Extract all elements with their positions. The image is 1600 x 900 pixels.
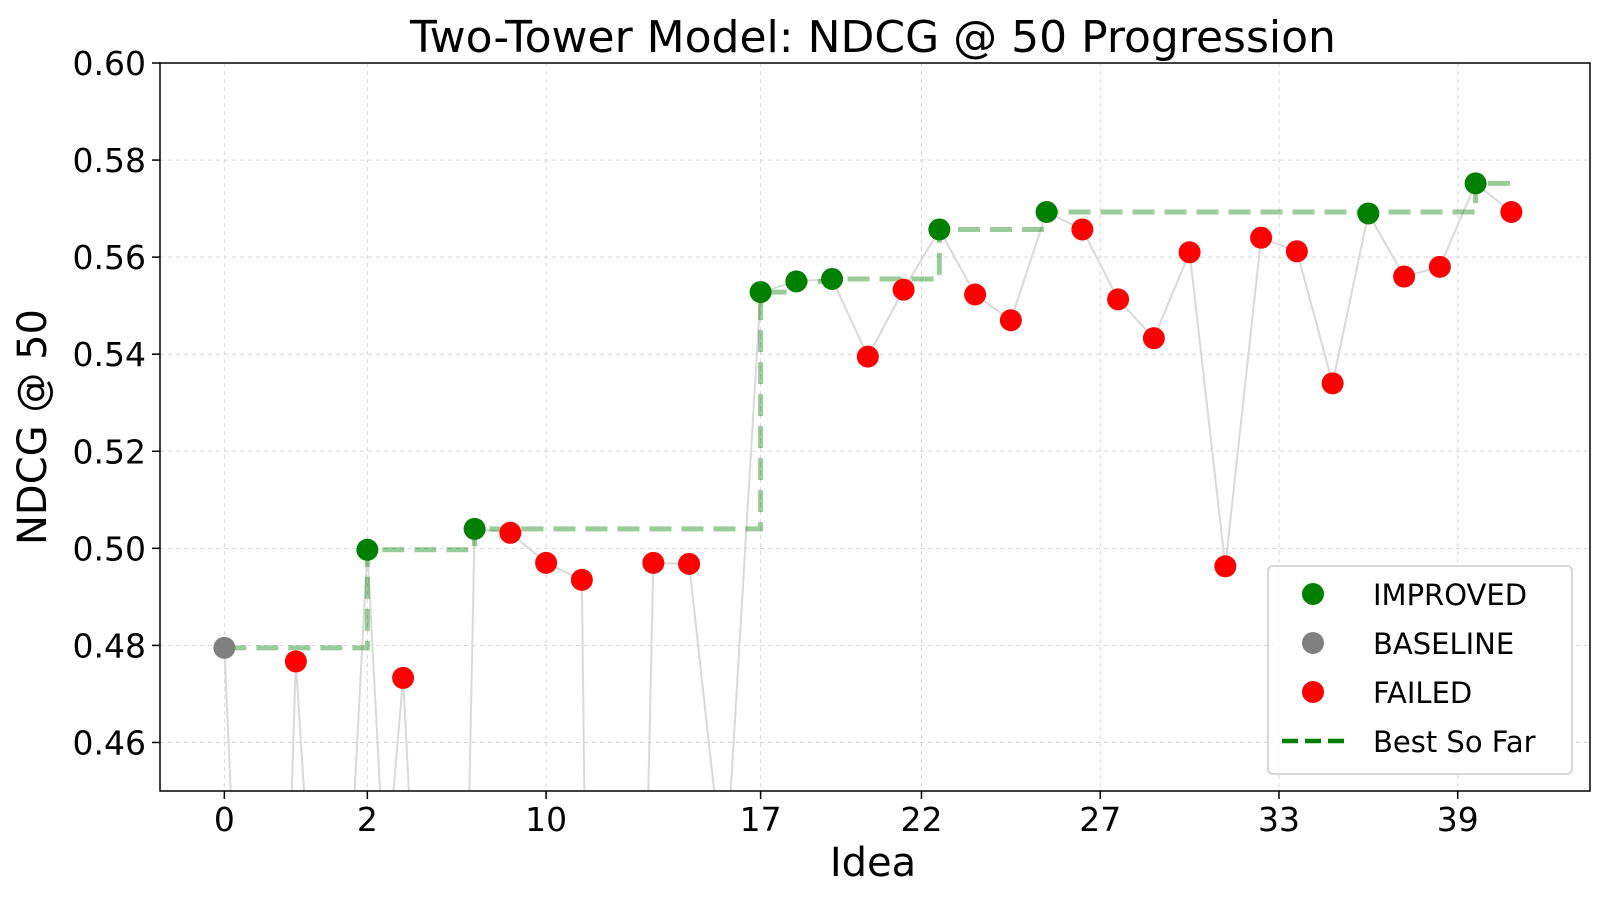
point-failed [1500,200,1523,223]
x-tick-label: 17 [740,800,782,839]
point-improved [1035,200,1058,223]
y-tick-label: 0.58 [73,141,146,180]
legend-label: FAILED [1373,676,1472,710]
point-improved [356,538,379,561]
x-tick-label: 22 [900,800,942,839]
y-tick-label: 0.52 [73,432,146,471]
legend-box [1267,565,1573,775]
point-failed [1142,327,1165,350]
legend-marker-improved [1302,583,1324,605]
point-failed [1107,288,1130,311]
best-so-far-line [224,180,1512,651]
point-improved [928,218,951,241]
point-failed [856,345,879,368]
point-failed [892,278,915,301]
point-baseline [213,636,236,659]
point-failed [392,666,415,689]
x-tick-label: 10 [525,800,567,839]
x-axis-label: Idea [830,840,916,886]
point-failed [1071,218,1094,241]
point-failed [535,551,558,574]
y-tick-label: 0.48 [73,626,146,665]
y-tick-label: 0.60 [73,44,146,83]
x-tick-label: 39 [1437,800,1479,839]
data-points [213,172,1523,689]
point-failed [499,521,522,544]
point-improved [749,281,772,304]
connector-lines [223,181,1512,791]
point-improved [821,267,844,290]
legend-label: Best So Far [1373,725,1536,759]
point-failed [999,309,1022,332]
y-tick-label: 0.46 [73,723,146,762]
plot-frame [159,62,1591,792]
point-failed [678,552,701,575]
point-failed [1285,240,1308,263]
legend-label: IMPROVED [1373,578,1527,612]
trial-connector-line [223,181,1512,791]
x-tick-label: 0 [214,800,235,839]
x-axis-ticks: 0 2 10 17 22 27 33 39 [214,791,1479,839]
y-axis-ticks: 0.46 0.48 0.50 0.52 0.54 0.56 0.58 0.60 [73,44,160,762]
point-improved [1464,172,1487,195]
point-failed [1178,241,1201,264]
point-failed [284,650,307,673]
point-failed [1214,555,1237,578]
point-failed [1250,226,1273,249]
y-tick-label: 0.50 [73,529,146,568]
point-failed [1428,255,1451,278]
point-failed [642,551,665,574]
legend: IMPROVED BASELINE FAILED Best So Far [1267,565,1573,775]
legend-marker-baseline [1302,632,1324,654]
point-improved [1357,202,1380,225]
point-improved [463,517,486,540]
best-so-far-path [224,180,1512,651]
x-tick-label: 2 [357,800,378,839]
chart-title: Two-Tower Model: NDCG @ 50 Progression [409,12,1336,63]
point-failed [1321,372,1344,395]
legend-label: BASELINE [1373,627,1514,661]
point-failed [964,283,987,306]
point-failed [1393,265,1416,288]
y-tick-label: 0.56 [73,238,146,277]
point-failed [570,568,593,591]
x-tick-label: 33 [1258,800,1300,839]
legend-marker-failed [1302,681,1324,703]
y-axis-label: NDCG @ 50 [10,309,56,545]
point-improved [785,270,808,293]
x-tick-label: 27 [1079,800,1121,839]
y-tick-label: 0.54 [73,335,146,374]
